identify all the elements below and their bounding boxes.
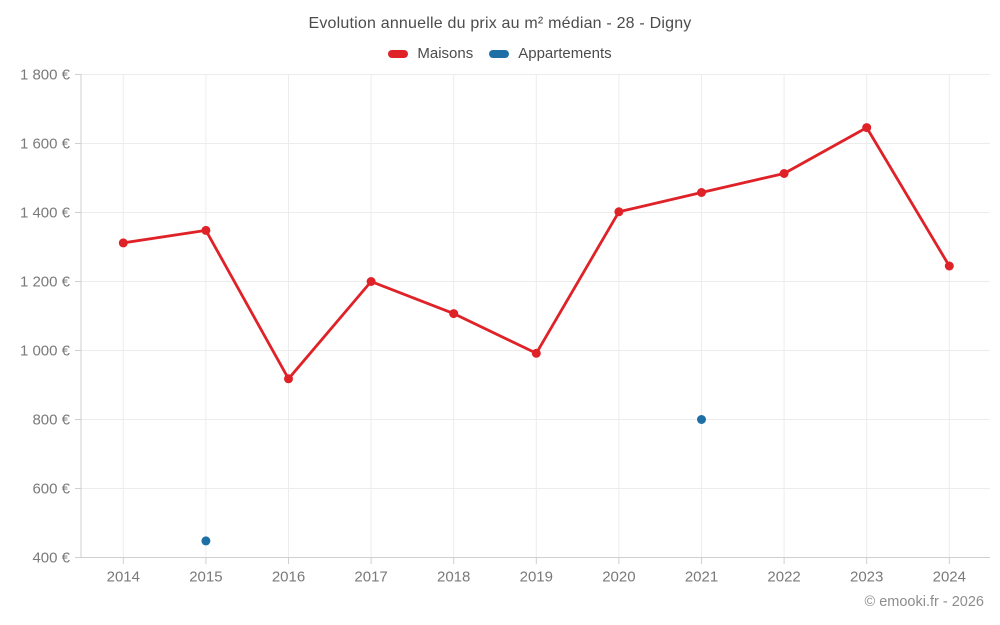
- svg-text:2020: 2020: [602, 569, 635, 586]
- tick-marks: [75, 74, 950, 564]
- maisons-point-2023[interactable]: [862, 123, 872, 133]
- series-maisons: [118, 123, 954, 384]
- svg-text:400 €: 400 €: [32, 550, 70, 567]
- copyright-text: © emooki.fr - 2026: [864, 594, 984, 610]
- svg-text:1 600 €: 1 600 €: [20, 136, 71, 153]
- svg-text:2016: 2016: [272, 569, 305, 586]
- svg-text:2017: 2017: [354, 569, 387, 586]
- svg-text:2015: 2015: [189, 569, 222, 586]
- svg-text:2021: 2021: [685, 569, 718, 586]
- maisons-point-2015[interactable]: [201, 225, 211, 235]
- maisons-point-2018[interactable]: [449, 309, 459, 319]
- svg-text:800 €: 800 €: [32, 412, 70, 429]
- gridlines: [81, 74, 990, 558]
- svg-text:1 000 €: 1 000 €: [20, 343, 71, 360]
- chart-title: Evolution annuelle du prix au m² médian …: [308, 15, 692, 32]
- legend-label-maisons: Maisons: [417, 45, 474, 62]
- appartements-point-2021[interactable]: [697, 415, 706, 424]
- legend-swatch-maisons-icon: [388, 49, 409, 58]
- maisons-point-2024[interactable]: [944, 261, 954, 271]
- svg-text:1 400 €: 1 400 €: [20, 205, 71, 222]
- appartements-point-2015[interactable]: [201, 536, 211, 546]
- maisons-point-2017[interactable]: [366, 277, 376, 286]
- x-axis-labels: 2014 2015 2016 2017 2018 2019 2020 2021 2022 2023…: [107, 569, 966, 586]
- chart-legend: Maisons Appartements: [0, 45, 1000, 62]
- series-appartements: [201, 415, 706, 546]
- svg-text:1 200 €: 1 200 €: [20, 274, 71, 291]
- svg-text:1 800 €: 1 800 €: [20, 67, 71, 84]
- legend-item-appartements[interactable]: Appartements: [489, 45, 612, 62]
- legend-swatch-appartements-icon: [489, 49, 510, 58]
- axes: [80, 74, 990, 558]
- svg-text:2019: 2019: [520, 569, 553, 586]
- svg-text:2024: 2024: [933, 569, 966, 586]
- svg-text:2014: 2014: [107, 569, 140, 586]
- maisons-point-2014[interactable]: [118, 238, 128, 248]
- y-axis-labels: 400 € 600 € 800 € 1 000 € 1 200 € 1 400 € 1 60…: [20, 67, 71, 567]
- maisons-point-2019[interactable]: [531, 348, 541, 358]
- maisons-point-2022[interactable]: [779, 169, 789, 178]
- svg-text:600 €: 600 €: [32, 481, 70, 498]
- svg-text:2023: 2023: [850, 569, 883, 586]
- maisons-point-2016[interactable]: [284, 374, 293, 384]
- svg-text:2022: 2022: [767, 569, 800, 586]
- svg-text:2018: 2018: [437, 569, 470, 586]
- maisons-point-2020[interactable]: [614, 207, 624, 217]
- maisons-point-2021[interactable]: [697, 188, 706, 197]
- legend-label-appartements: Appartements: [518, 45, 612, 62]
- legend-item-maisons[interactable]: Maisons: [388, 45, 473, 62]
